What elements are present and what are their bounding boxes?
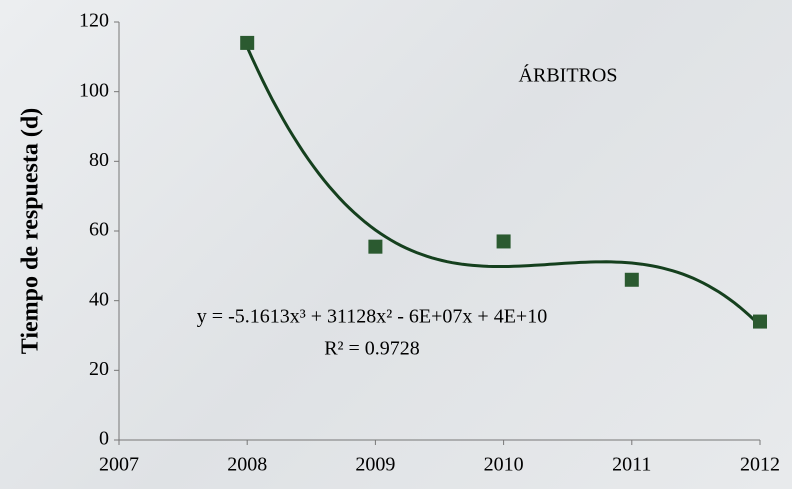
x-tick-label: 2011 — [612, 454, 651, 476]
marker — [368, 239, 383, 254]
marker — [496, 234, 511, 249]
x-tick-label: 2008 — [227, 454, 267, 476]
y-tick-label: 80 — [89, 149, 109, 171]
x-tick-label: 2012 — [740, 454, 780, 476]
marker — [753, 314, 767, 329]
y-tick-label: 60 — [89, 219, 109, 241]
y-tick-label: 100 — [79, 79, 109, 101]
trendline — [245, 46, 762, 327]
x-tick-label: 2009 — [355, 454, 395, 476]
r-squared: R² = 0.9728 — [324, 338, 420, 360]
y-tick-label: 20 — [89, 358, 109, 380]
y-tick-label: 120 — [79, 10, 109, 32]
marker — [624, 272, 639, 287]
equation: y = -5.1613x³ + 31128x² - 6E+07x + 4E+10 — [197, 306, 547, 328]
annotation: ÁRBITROS — [519, 64, 618, 87]
y-tick-label: 40 — [89, 288, 109, 310]
marker — [240, 35, 255, 50]
x-tick-label: 2007 — [99, 454, 139, 476]
x-tick-label: 2010 — [484, 454, 524, 476]
y-tick-label: 0 — [99, 428, 109, 450]
y-axis-label: Tiempo de respuesta (d) — [18, 108, 44, 354]
